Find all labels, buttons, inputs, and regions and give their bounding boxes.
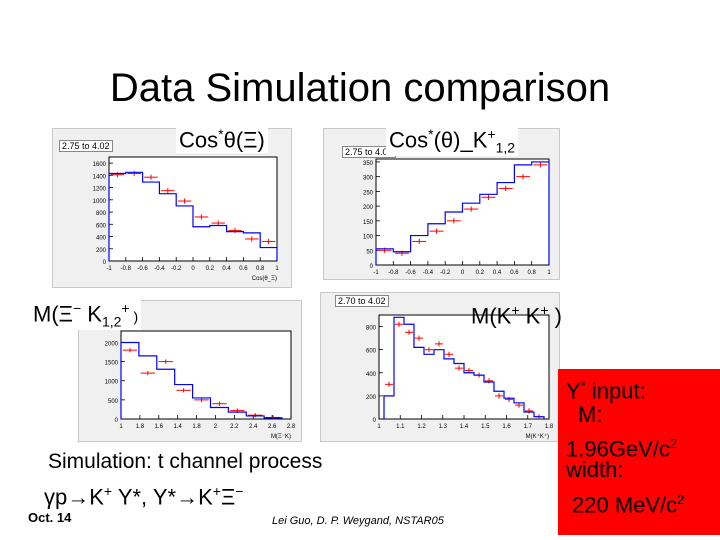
simulation-histogram: [383, 316, 545, 419]
stat-box-range: 2.70 to 4.02: [335, 295, 389, 307]
y-tick-label: 0: [103, 260, 107, 266]
y-tick-label: 150: [363, 220, 374, 226]
chart-panel-cos-xi: 0 200 400 600 800 1000 1200 1400 1600 -1 -0.8 -0.6-…: [52, 128, 292, 288]
x-tick-label: 1.1: [396, 424, 405, 430]
y-tick-label: 1200: [93, 187, 107, 193]
x-tick-label: 1: [275, 266, 279, 272]
x-tick-label: -0.4: [423, 270, 434, 276]
x-tick-label: 1.6: [502, 424, 511, 430]
y-tick-label: 200: [96, 248, 107, 254]
y-tick-label: 600: [366, 349, 377, 355]
x-axis-label: M(Ξ⁻K): [271, 434, 291, 440]
y-tick-label: 200: [363, 205, 374, 211]
stat-box-range: 2.75 to 4.02: [59, 140, 113, 152]
y-tick-label: 50: [366, 249, 373, 255]
x-tick-label: 0: [191, 266, 195, 272]
y-tick-label: 350: [363, 161, 374, 167]
y-tick-label: 0: [370, 264, 374, 270]
simulation-histogram: [108, 171, 278, 261]
panel-label-m-xi-k: M(Ξ− K1,2+ ): [30, 300, 142, 330]
x-tick-label: 0.8: [256, 266, 265, 272]
x-tick-label: 2.8: [287, 424, 296, 430]
x-tick-label: 1.2: [417, 424, 426, 430]
y-tick-label: 2000: [105, 341, 119, 347]
y-tick-label: 200: [366, 395, 377, 401]
chart-svg-cos-k: 0 50 100 150 200 250 300 350 -1 -0.8 -0.6 -0.4 -0.2 0…: [363, 158, 551, 276]
slide-footer: Lei Guo, D. P. Weygand, NSTAR05: [272, 515, 444, 527]
y-tick-label: 600: [96, 223, 107, 229]
y-tick-label: 1600: [93, 162, 107, 168]
x-tick-label: 1.6: [155, 424, 164, 430]
x-tick-label: 0.4: [493, 270, 502, 276]
input-line-4: width:: [566, 457, 624, 482]
chart-svg-m-kk: 0 200 400 600 800 1 1.1 1.2 1.3 1.4 1.5 1.6 1.7 1.8 M(…: [366, 314, 554, 440]
x-tick-label: 0.8: [528, 270, 537, 276]
x-tick-label: -0.4: [154, 266, 165, 272]
x-tick-label: 1: [119, 424, 123, 430]
y-tick-label: 1400: [93, 174, 107, 180]
x-tick-label: 2.6: [268, 424, 277, 430]
y-tick-label: 250: [363, 190, 374, 196]
panel-label-cos-xi: Cos*θ(Ξ): [176, 126, 268, 154]
x-tick-label: 1.4: [173, 424, 182, 430]
reaction-formula: γp→K+ Y*, Y*→K+Ξ−: [44, 483, 244, 510]
x-tick-label: 0.6: [239, 266, 248, 272]
x-tick-label: 1.8: [192, 424, 201, 430]
x-tick-label: 2.4: [249, 424, 258, 430]
x-tick-label: 1: [547, 270, 551, 276]
simulation-description: Simulation: t channel process: [48, 450, 323, 473]
x-tick-label: -0.8: [388, 270, 399, 276]
chart-panel-m-kk: 0 200 400 600 800 1 1.1 1.2 1.3 1.4 1.5 1.6 1.7 1.8 M(…: [320, 292, 560, 442]
y-tick-label: 300: [363, 176, 374, 182]
x-tick-label: 1.8: [136, 424, 145, 430]
x-tick-label: -0.2: [440, 270, 451, 276]
x-tick-label: 1.5: [481, 424, 490, 430]
y-tick-label: 500: [108, 399, 119, 405]
slide-date: Oct. 14: [28, 510, 72, 525]
x-axis-label: M(K⁺K⁺): [526, 433, 549, 440]
y-tick-label: 1000: [105, 380, 119, 386]
x-tick-label: 1.3: [439, 424, 448, 430]
x-tick-label: 0.6: [510, 270, 519, 276]
simulation-histogram: [375, 161, 550, 265]
simulation-histogram: [120, 341, 283, 419]
panel-label-m-kk: M(K+ K+ ): [471, 302, 562, 329]
y-tick-label: 0: [373, 418, 377, 424]
input-line-5: 220 MeV/c2: [572, 492, 685, 518]
x-tick-label: 1.8: [545, 424, 554, 430]
slide-title: Data Simulation comparison: [109, 66, 611, 110]
x-tick-label: 0: [461, 270, 465, 276]
y-tick-label: 800: [96, 211, 107, 217]
y-tick-label: 0: [115, 418, 119, 424]
input-line-3: 1.96GeV/c2: [566, 436, 678, 462]
input-line-1: Y* input:: [566, 378, 646, 404]
x-axis-label: Cos(θ_Ξ): [252, 276, 277, 282]
x-tick-label: -0.8: [121, 266, 132, 272]
x-tick-label: 1.7: [524, 424, 533, 430]
y-tick-label: 1000: [93, 199, 107, 205]
x-tick-label: 0.2: [476, 270, 485, 276]
x-tick-label: -0.6: [137, 266, 148, 272]
panel-label-cos-k: Cos*(θ)_K+1,2: [386, 126, 519, 156]
x-tick-label: -0.6: [405, 270, 416, 276]
x-tick-label: -1: [373, 270, 379, 276]
y-tick-label: 800: [366, 326, 377, 332]
x-tick-label: 0.4: [222, 266, 231, 272]
plot-area: [120, 330, 292, 420]
x-tick-label: 2.2: [230, 424, 239, 430]
input-line-2: M:: [578, 402, 603, 427]
y-tick-label: 400: [96, 236, 107, 242]
x-tick-label: -0.2: [171, 266, 182, 272]
y-tick-label: 400: [366, 372, 377, 378]
x-tick-label: 0.2: [206, 266, 215, 272]
input-parameters-box: Y* input: M: 1.96GeV/c2 width: 220 MeV/c…: [558, 369, 720, 535]
x-tick-label: 1.4: [460, 424, 469, 430]
x-tick-label: 1: [377, 424, 381, 430]
y-tick-label: 100: [363, 235, 374, 241]
x-tick-label: -1: [106, 266, 112, 272]
y-tick-label: 1500: [105, 361, 119, 367]
x-tick-label: 2: [214, 424, 218, 430]
chart-svg-m-xi-k: 0 500 1000 1500 2000 1 1.8 1.6 1.4 1.8 2 2.2 2.4 2.6 2…: [105, 330, 296, 440]
